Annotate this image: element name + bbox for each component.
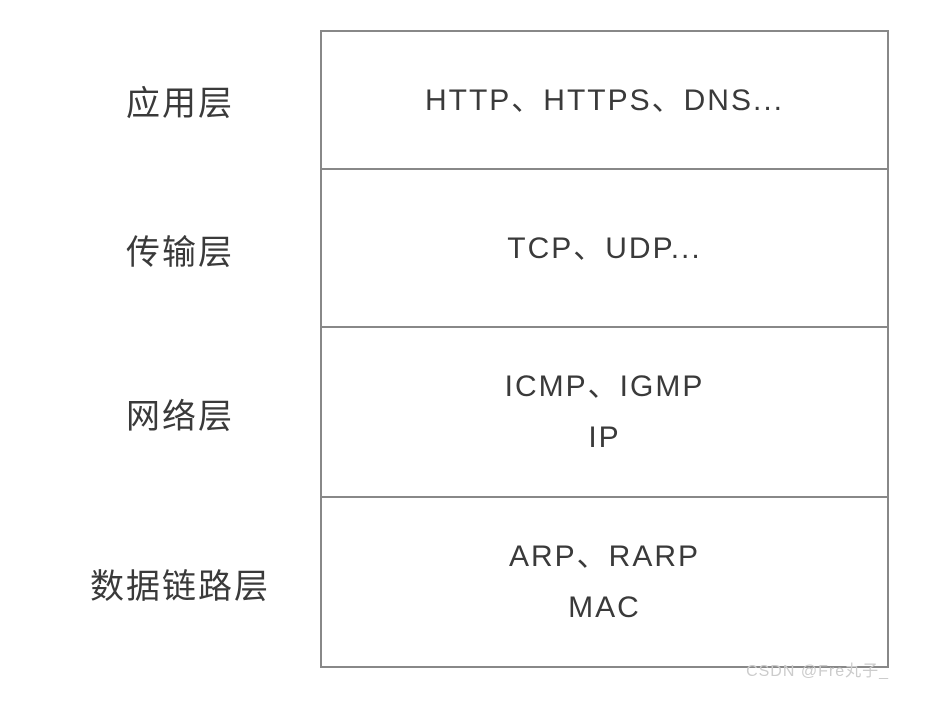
protocol-text: HTTP、HTTPS、DNS... (425, 75, 784, 126)
layer-row-network: 网络层 ICMP、IGMP IP (40, 328, 889, 498)
layer-row-application: 应用层 HTTP、HTTPS、DNS... (40, 30, 889, 170)
layer-label: 传输层 (40, 225, 320, 274)
layer-label: 网络层 (40, 389, 320, 438)
layer-row-datalink: 数据链路层 ARP、RARP MAC (40, 498, 889, 668)
network-layers-diagram: 应用层 HTTP、HTTPS、DNS... 传输层 TCP、UDP... 网络层… (40, 30, 889, 668)
protocol-text: MAC (568, 582, 641, 633)
protocol-text: IP (588, 412, 620, 463)
layer-protocols-box: TCP、UDP... (320, 170, 889, 328)
protocol-text: ARP、RARP (509, 531, 700, 582)
watermark-text: CSDN @Fre丸子_ (746, 657, 889, 681)
protocol-text: TCP、UDP... (507, 223, 701, 274)
layer-label: 应用层 (40, 76, 320, 125)
layer-protocols-box: ARP、RARP MAC (320, 498, 889, 668)
layer-protocols-box: ICMP、IGMP IP (320, 328, 889, 498)
layer-protocols-box: HTTP、HTTPS、DNS... (320, 30, 889, 170)
layer-row-transport: 传输层 TCP、UDP... (40, 170, 889, 328)
layer-label: 数据链路层 (40, 559, 320, 608)
protocol-text: ICMP、IGMP (505, 361, 705, 412)
